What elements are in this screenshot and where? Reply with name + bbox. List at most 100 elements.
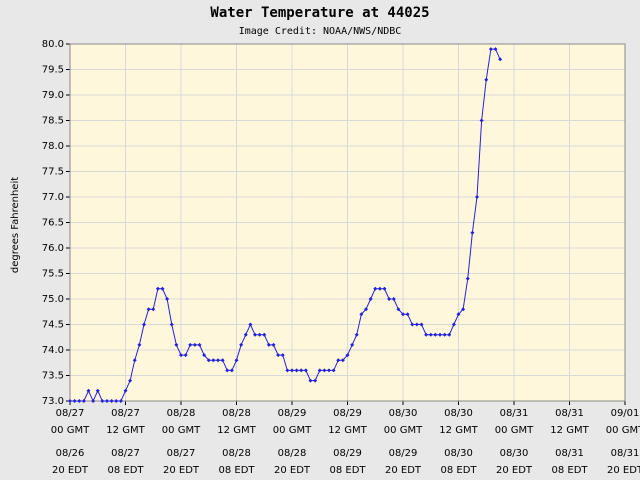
data-point <box>257 332 262 337</box>
y-tick-label: 76.5 <box>42 218 64 229</box>
data-point <box>165 297 170 301</box>
y-axis-label: degrees Fahrenheit <box>10 177 21 273</box>
x-tick-local-label: 08 EDT <box>551 465 588 476</box>
x-tick-local-label: 08 EDT <box>329 465 366 476</box>
x-tick-local-label: 20 EDT <box>274 465 311 476</box>
x-tick-local-label: 20 EDT <box>607 465 640 476</box>
data-point <box>364 307 368 312</box>
data-point <box>105 399 109 403</box>
x-tick-label: 08/28 <box>167 408 196 419</box>
data-point <box>382 286 387 291</box>
x-tick-label: 08/29 <box>278 408 307 419</box>
data-point <box>253 332 257 337</box>
data-point <box>95 388 100 393</box>
data-point <box>327 368 331 373</box>
x-tick-label: 00 GMT <box>273 425 312 436</box>
data-point <box>128 378 133 383</box>
data-point <box>216 358 220 363</box>
data-point <box>262 332 267 337</box>
x-tick-label: 00 GMT <box>495 425 534 436</box>
x-tick-local-label: 08/30 <box>500 448 529 459</box>
data-point <box>336 358 341 363</box>
x-tick-label: 08/31 <box>500 408 529 419</box>
x-tick-local-label: 08/27 <box>111 448 140 459</box>
data-point <box>359 312 364 317</box>
x-tick-local-label: 20 EDT <box>52 465 89 476</box>
data-point <box>350 342 355 347</box>
data-point <box>179 353 183 358</box>
data-point <box>331 368 336 373</box>
data-point <box>276 353 281 358</box>
data-point <box>229 368 234 373</box>
data-point <box>401 312 405 317</box>
y-tick-label: 80.0 <box>42 39 64 50</box>
data-point <box>155 286 160 291</box>
data-point <box>410 322 415 327</box>
data-point <box>294 368 299 373</box>
data-point <box>123 388 128 393</box>
x-tick-local-label: 20 EDT <box>385 465 422 476</box>
x-tick-label: 12 GMT <box>439 425 478 436</box>
data-point <box>303 368 308 373</box>
data-point <box>197 342 202 347</box>
data-point <box>322 368 327 373</box>
data-point <box>313 378 318 383</box>
data-point <box>391 297 396 301</box>
y-tick-label: 74.5 <box>42 320 64 331</box>
x-tick-label: 08/27 <box>56 408 85 419</box>
data-point <box>271 342 276 347</box>
data-point <box>345 353 350 358</box>
data-point <box>142 322 146 327</box>
data-point <box>456 312 461 317</box>
data-point <box>451 322 456 327</box>
data-point <box>368 297 373 301</box>
data-point <box>461 307 466 312</box>
y-tick-label: 78.0 <box>42 141 64 152</box>
data-point <box>387 297 392 301</box>
data-point <box>86 388 91 393</box>
x-tick-local-label: 08/30 <box>444 448 473 459</box>
data-point <box>169 322 174 327</box>
x-tick-local-label: 08/28 <box>278 448 307 459</box>
x-tick-label: 12 GMT <box>217 425 256 436</box>
data-point <box>414 322 419 327</box>
y-tick-label: 77.0 <box>42 192 64 203</box>
x-tick-local-label: 08/31 <box>555 448 584 459</box>
data-point <box>68 399 72 403</box>
x-tick-label: 00 GMT <box>606 425 640 436</box>
data-point <box>299 368 304 373</box>
data-point <box>211 358 216 363</box>
x-tick-local-label: 20 EDT <box>496 465 533 476</box>
data-point <box>109 399 114 403</box>
chart-subtitle: Image Credit: NOAA/NWS/NDBC <box>239 26 402 37</box>
data-point <box>354 332 359 337</box>
y-tick-label: 76.0 <box>42 243 64 254</box>
data-point <box>405 312 410 317</box>
data-point <box>114 399 119 403</box>
data-point <box>220 358 225 363</box>
data-point <box>442 332 447 337</box>
data-point <box>484 77 489 82</box>
data-point <box>488 47 493 52</box>
x-tick-label: 09/01 <box>611 408 640 419</box>
y-tick-label: 73.0 <box>42 396 64 407</box>
data-point <box>146 307 151 312</box>
data-point <box>465 276 470 281</box>
data-point <box>81 399 86 403</box>
y-tick-label: 79.0 <box>42 90 64 101</box>
data-point <box>234 358 239 363</box>
x-tick-label: 00 GMT <box>162 425 201 436</box>
data-point <box>239 342 244 347</box>
y-tick-label: 75.5 <box>42 269 64 280</box>
y-tick-label: 77.5 <box>42 167 64 178</box>
data-point <box>308 378 313 383</box>
x-tick-label: 00 GMT <box>384 425 423 436</box>
data-point <box>340 358 345 363</box>
x-tick-label: 00 GMT <box>51 425 90 436</box>
x-tick-local-label: 08/27 <box>167 448 196 459</box>
data-point <box>396 307 401 312</box>
x-tick-local-label: 08/28 <box>222 448 251 459</box>
x-tick-label: 12 GMT <box>328 425 367 436</box>
data-point <box>280 353 285 358</box>
